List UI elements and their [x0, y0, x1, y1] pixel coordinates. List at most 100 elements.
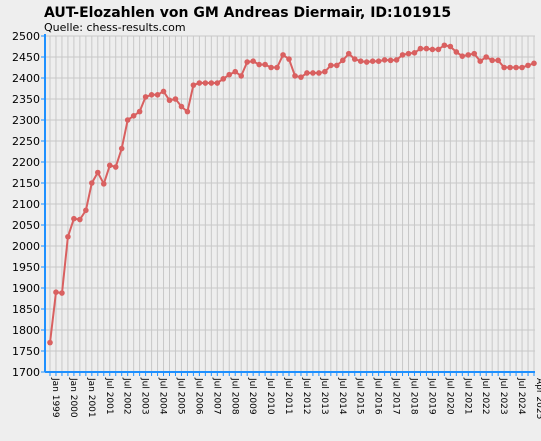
data-point [328, 62, 334, 69]
data-point [417, 45, 424, 52]
data-point [47, 339, 53, 346]
y-tick-label: 1950 [12, 261, 40, 274]
data-point [519, 64, 525, 71]
y-tick-label: 2400 [12, 72, 40, 85]
x-tick-label: Jul 2012 [301, 377, 311, 415]
data-point [59, 290, 65, 296]
x-tick-label: Jul 2006 [193, 377, 203, 415]
chart-title: AUT-Elozahlen von GM Andreas Diermair, I… [44, 5, 451, 21]
x-tick-label: Jul 2013 [319, 377, 329, 415]
data-point [298, 74, 304, 80]
data-point [71, 215, 77, 222]
x-tick-label: Jul 2009 [247, 377, 257, 415]
data-point [274, 64, 280, 71]
data-point [471, 50, 478, 57]
x-tick-label: Jul 2005 [175, 377, 185, 415]
data-point [178, 103, 185, 110]
data-point [357, 58, 364, 64]
x-tick-label: Jul 2022 [480, 377, 490, 415]
data-point [160, 88, 167, 95]
data-point [489, 57, 495, 64]
data-point [95, 169, 101, 176]
y-tick-label: 2450 [12, 51, 40, 64]
data-point [244, 59, 250, 65]
data-point [136, 108, 143, 115]
data-point [268, 64, 274, 71]
data-point [172, 96, 179, 102]
data-point [423, 45, 430, 52]
data-point [130, 113, 137, 119]
x-tick-label: Jul 2023 [498, 377, 508, 415]
data-point [304, 70, 310, 76]
x-tick-label: Jul 2019 [426, 377, 436, 415]
data-point [148, 92, 155, 98]
data-point [226, 71, 233, 78]
y-tick-label: 1700 [12, 366, 40, 379]
data-point [393, 57, 400, 63]
data-point [89, 180, 95, 186]
elo-series [47, 42, 537, 346]
x-tick-label: Jan 2001 [86, 377, 96, 418]
data-point [453, 49, 460, 55]
data-point [262, 61, 268, 68]
data-point [411, 50, 418, 56]
chart-subtitle: Quelle: chess-results.com [44, 21, 186, 34]
x-tick-label: Jul 2010 [265, 377, 275, 415]
x-tick-label: Jul 2014 [337, 377, 347, 415]
data-point [531, 60, 537, 67]
x-tick-label: Jul 2018 [409, 377, 419, 415]
data-point [214, 80, 221, 86]
grid-lines [45, 35, 535, 373]
data-point [77, 216, 83, 223]
y-tick-label: 2050 [12, 219, 40, 232]
y-tick-label: 1900 [12, 282, 40, 295]
data-point [441, 42, 448, 49]
data-point [196, 80, 203, 86]
data-point [286, 56, 292, 62]
data-point [202, 80, 209, 86]
data-point [507, 64, 513, 71]
data-point [459, 53, 466, 59]
data-point [501, 64, 507, 71]
data-point [238, 73, 245, 79]
data-point [495, 57, 501, 64]
data-point [513, 64, 519, 71]
data-point [381, 57, 388, 63]
y-tick-label: 2200 [12, 156, 40, 169]
x-tick-label: Jul 2007 [211, 377, 221, 415]
y-tick-label: 1750 [12, 345, 40, 358]
y-tick-label: 2250 [12, 135, 40, 148]
y-tick-label: 2300 [12, 114, 40, 127]
data-point [65, 233, 71, 240]
data-point [316, 70, 322, 76]
data-point [334, 62, 340, 69]
x-tick-label: Jan 2000 [68, 377, 78, 418]
x-tick-label: Jul 2017 [391, 377, 401, 415]
data-point [375, 58, 382, 64]
x-tick-label: Apr 2025 [534, 378, 541, 419]
data-point [477, 58, 484, 64]
data-point [190, 82, 197, 88]
x-tick-labels: Jan 1999 Jan 2000 Jan 2001 Jul 2001 Jul 2002… [50, 377, 541, 419]
data-point [83, 207, 89, 214]
axes [41, 34, 535, 376]
x-tick-label: Jul 2001 [104, 377, 114, 415]
y-tick-label: 2000 [12, 240, 40, 253]
data-point [154, 92, 161, 98]
x-tick-label: Jul 2015 [355, 377, 365, 415]
data-point [118, 145, 125, 152]
x-tick-label: Jul 2008 [229, 377, 239, 415]
x-tick-label: Jul 2003 [140, 377, 150, 415]
data-point [142, 94, 149, 100]
x-tick-label: Jul 2020 [444, 377, 454, 415]
data-point [232, 68, 239, 75]
data-point [345, 50, 352, 57]
data-point [112, 164, 119, 170]
x-tick-label: Jul 2021 [462, 377, 472, 415]
y-tick-label: 2100 [12, 198, 40, 211]
data-point [429, 46, 436, 53]
data-point [280, 52, 286, 58]
data-point [447, 43, 454, 50]
